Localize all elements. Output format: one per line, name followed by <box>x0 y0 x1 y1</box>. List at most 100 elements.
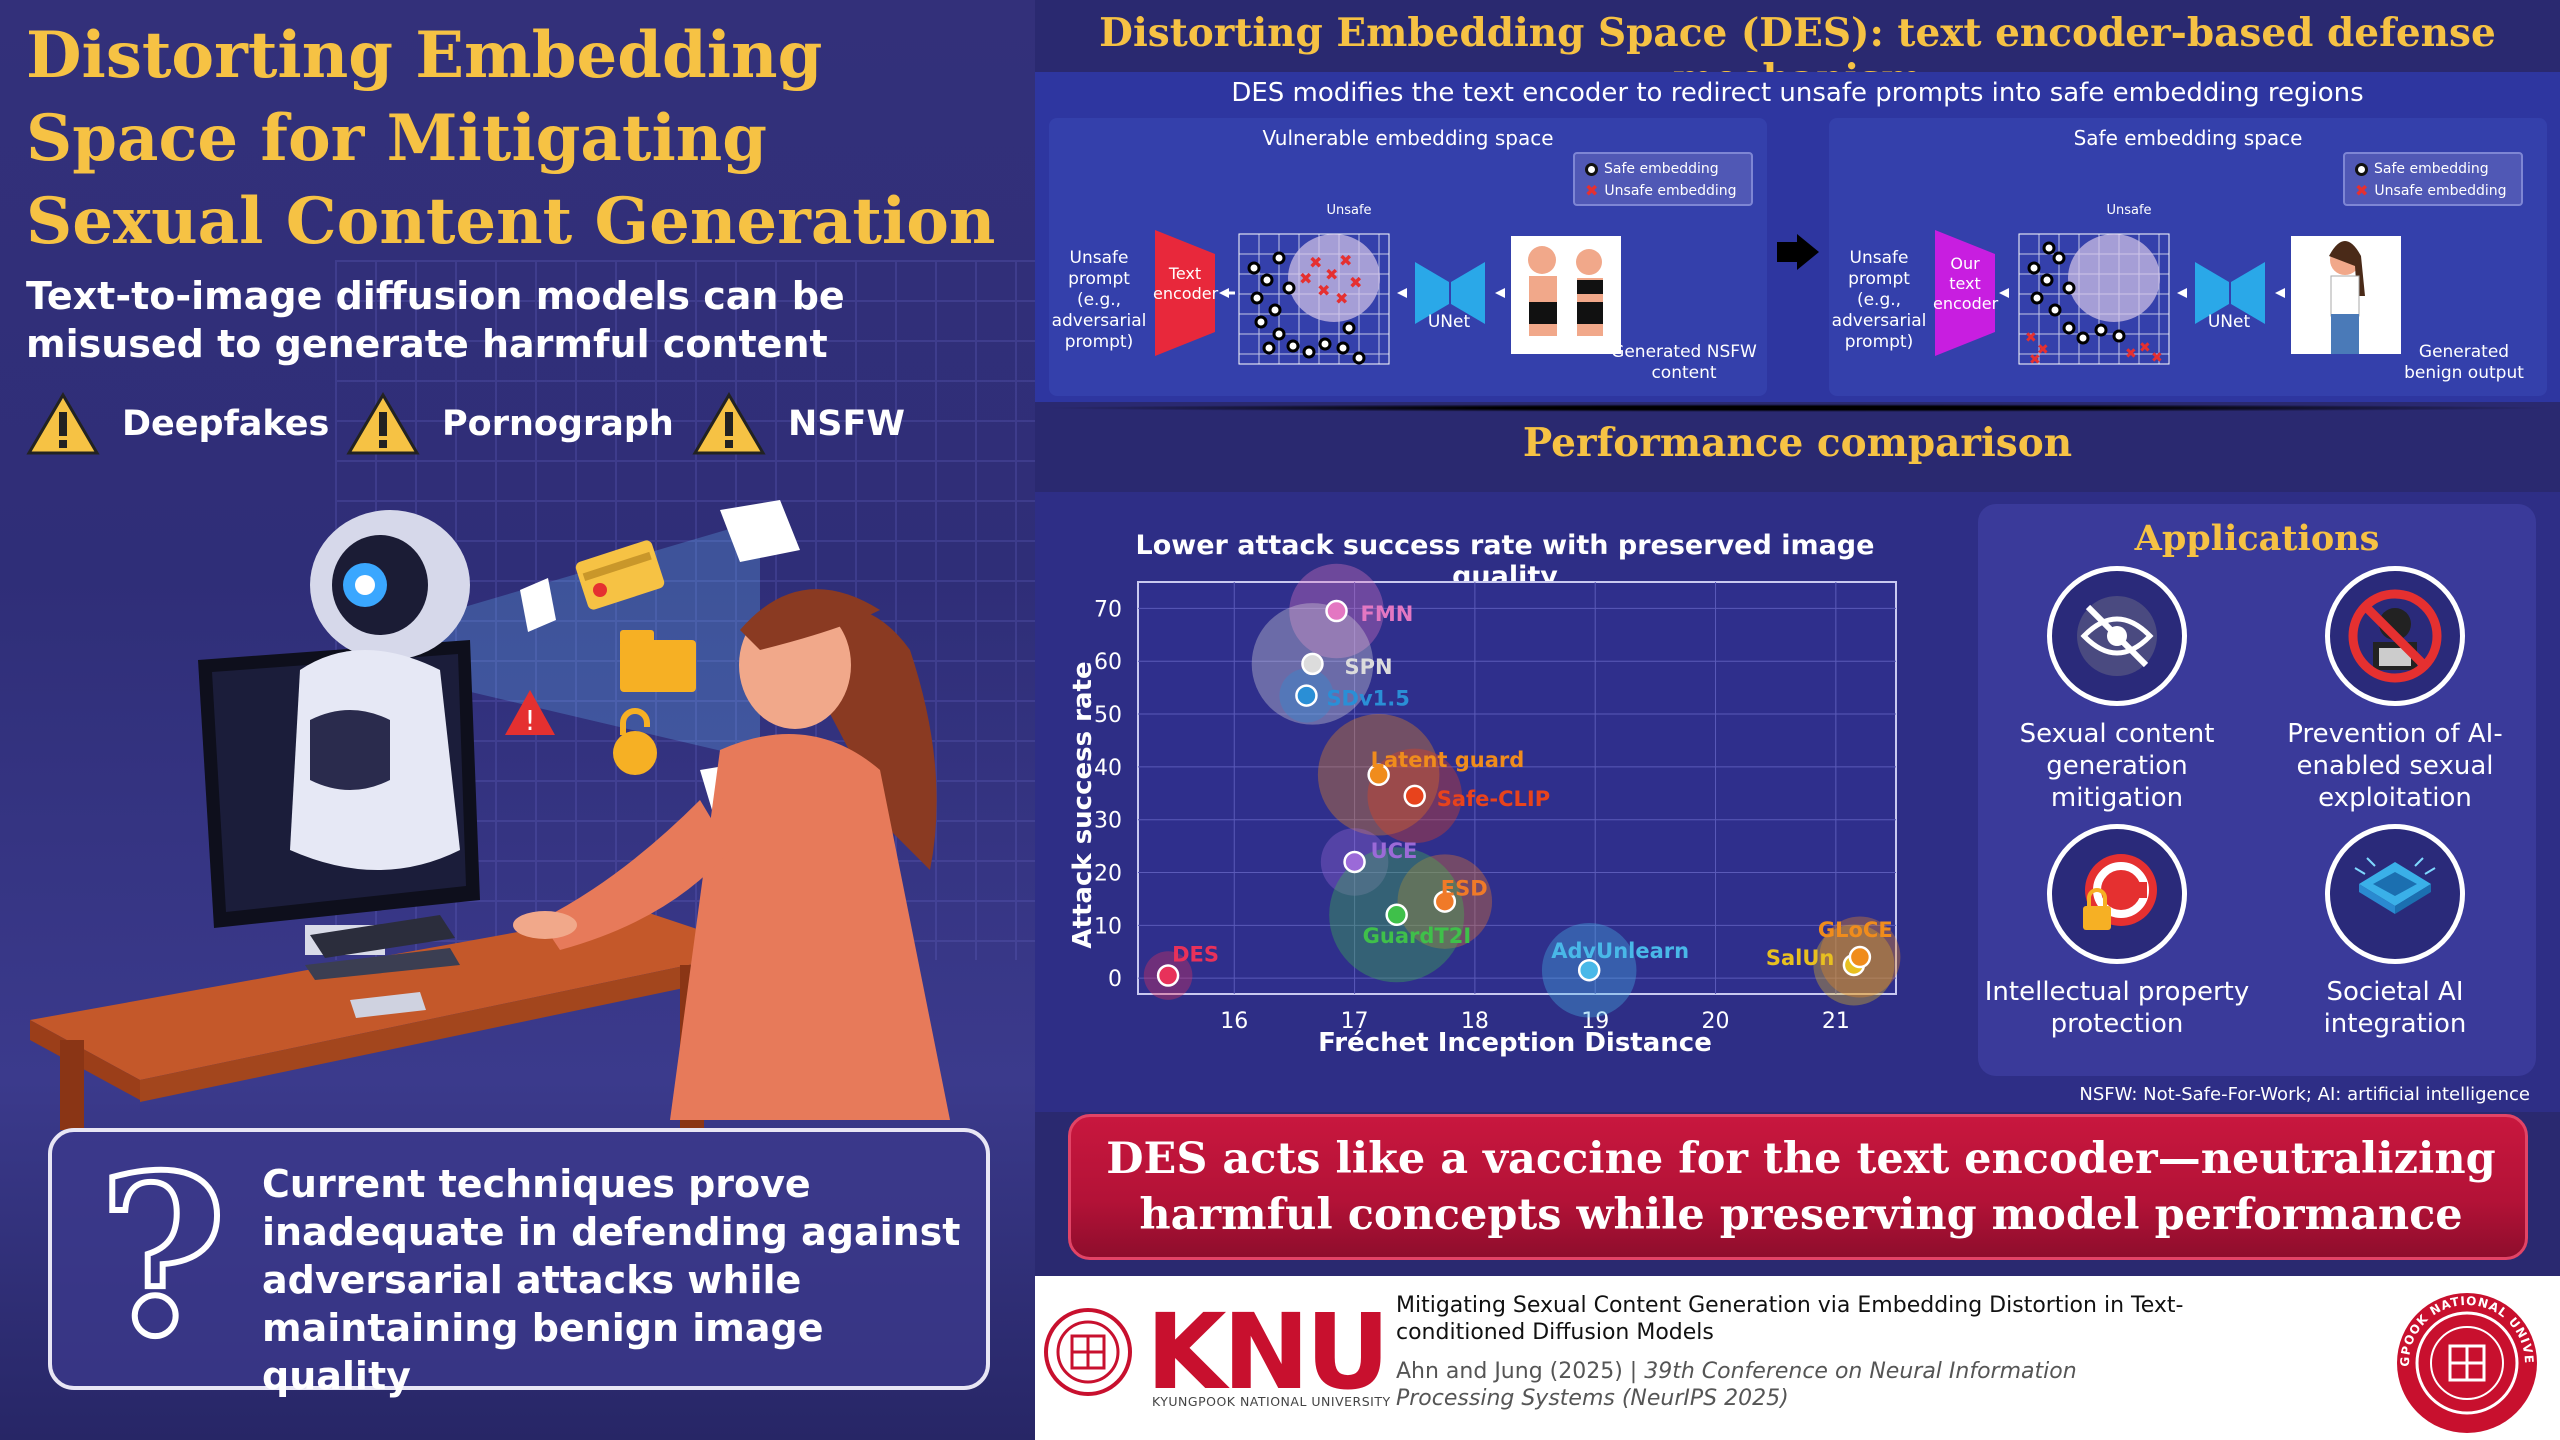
x-tick-label: 19 <box>1581 1009 1609 1034</box>
knu-emblem-icon <box>1044 1308 1132 1396</box>
unet-left <box>2195 262 2229 324</box>
legend-safe: Safe embedding <box>1585 158 1741 180</box>
application-item: Intellectual property protection <box>1982 824 2252 1040</box>
embedding-grid: ✖✖✖ ✖ ✖✖ <box>2018 233 2170 368</box>
paper-title: Mitigating Sexual Content Generation via… <box>1396 1293 2184 1345</box>
safe-space-title: Safe embedding space <box>2073 126 2303 150</box>
y-axis-label: Attack success rate <box>1068 661 1098 949</box>
x-tick-label: 21 <box>1822 1009 1850 1034</box>
application-label: Intellectual property protection <box>1984 977 2250 1039</box>
our-text-encoder-block <box>1935 230 1995 356</box>
safe-space-panel: Safe embedding space Safe embedding ✖ Uns… <box>1829 118 2547 396</box>
safe-pipeline: ✖✖✖ ✖ ✖✖ <box>1935 230 2401 368</box>
legend-unsafe: ✖ Unsafe embedding <box>2355 181 2507 200</box>
vulnerable-pipeline: ✖✖✖✖ ✖✖✖ <box>1155 230 1621 365</box>
vulnerable-space-title: Vulnerable embedding space <box>1262 126 1554 150</box>
svg-text:✖: ✖ <box>1299 269 1312 288</box>
x-tick-label: 17 <box>1341 1009 1369 1034</box>
circle-icon <box>2355 162 2368 176</box>
folder-icon <box>620 630 696 692</box>
applications-panel: Applications Sexual content generation m… <box>1978 504 2536 1076</box>
embedding-grid: ✖✖✖✖ ✖✖✖ <box>1238 233 1390 365</box>
alert-icon: ! <box>505 690 555 737</box>
copyright-lock-icon <box>2047 824 2187 964</box>
svg-text:✖: ✖ <box>1339 251 1352 270</box>
point-label: DES <box>1172 943 1219 967</box>
mechanism-subtitle: DES modifies the text encoder to redirec… <box>1231 78 2364 108</box>
point-fmn <box>1325 599 1348 623</box>
y-tick-label: 30 <box>1094 809 1122 834</box>
warning-icon <box>26 392 100 455</box>
point-label: AdvUnlearn <box>1551 939 1689 963</box>
vulnerable-space-panel: Vulnerable embedding space Safe embeddin… <box>1049 118 1767 396</box>
application-item: Societal AI integration <box>2260 824 2530 1040</box>
callout-text: Current techniques prove inadequate in d… <box>262 1162 961 1398</box>
robot-figure <box>290 510 470 870</box>
svg-text:✖: ✖ <box>2029 352 2041 368</box>
y-tick-label: 50 <box>1094 703 1122 728</box>
point-sdv1-5 <box>1295 684 1318 707</box>
applications-title: Applications <box>2134 518 2380 559</box>
x-tick-label: 18 <box>1461 1009 1489 1034</box>
warning-label: Pornograph <box>442 404 674 444</box>
point-safe-clip <box>1403 784 1426 808</box>
knu-logo-wordmark: KNU <box>1146 1291 1390 1413</box>
svg-text:✖: ✖ <box>2151 350 2163 366</box>
point-label: SPN <box>1344 655 1392 679</box>
point-gloce <box>1848 945 1872 969</box>
y-tick-label: 40 <box>1094 756 1122 781</box>
warning-deepfakes: Deepfakes <box>26 392 329 456</box>
point-spn <box>1301 652 1324 676</box>
unsafe-prompt-label: Unsafe prompt (e.g., adversarial prompt) <box>1051 248 1147 352</box>
warning-icon <box>346 392 420 455</box>
no-hacker-icon <box>2325 566 2465 706</box>
unet-right <box>2231 262 2265 324</box>
warning-pornograph: Pornograph <box>346 392 674 456</box>
point-label: GuardT2I <box>1363 924 1472 948</box>
cross-icon: ✖ <box>2355 181 2369 200</box>
y-tick-label: 20 <box>1094 862 1122 887</box>
warning-icon <box>692 392 766 455</box>
text-encoder-block <box>1155 230 1215 356</box>
section-divider <box>1035 404 2560 412</box>
point-label: SDv1.5 <box>1326 687 1409 711</box>
svg-text:✖: ✖ <box>1325 265 1338 284</box>
point-label: Latent guard <box>1371 748 1525 772</box>
main-title: Distorting Embedding Space for Mitigatin… <box>26 18 996 259</box>
svg-text:✖: ✖ <box>2139 340 2151 356</box>
x-tick-label: 16 <box>1220 1009 1248 1034</box>
paper-venue: 39th Conference on Neural Information Pr… <box>1396 1359 2077 1411</box>
nsfw-output-label: Generated NSFW content <box>1611 342 1757 383</box>
benign-output-label: Generated benign output <box>2404 342 2524 383</box>
svg-text:✖: ✖ <box>1317 281 1330 300</box>
y-tick-label: 10 <box>1094 914 1122 939</box>
abbreviations-footnote: NSFW: Not-Safe-For-Work; AI: artificial … <box>2079 1084 2530 1105</box>
application-label: Prevention of AI-enabled sexual exploita… <box>2287 719 2503 813</box>
point-label: FMN <box>1361 602 1414 626</box>
application-item: Sexual content generation mitigation <box>1982 566 2252 814</box>
warning-label: Deepfakes <box>122 404 330 444</box>
credit-card-icon <box>575 540 665 610</box>
svg-text:✖: ✖ <box>2037 342 2049 358</box>
knu-logo-subtitle: KYUNGPOOK NATIONAL UNIVERSITY <box>1152 1394 1391 1409</box>
paper-authors: Ahn and Jung (2025) | <box>1396 1359 1645 1384</box>
y-tick-label: 0 <box>1108 967 1122 992</box>
circle-icon <box>1585 162 1598 176</box>
footer <box>1035 1276 2560 1440</box>
asr-vs-fid-chart: Lower attack success rate with preserved… <box>1035 520 1975 1080</box>
left-panel: Distorting Embedding Space for Mitigatin… <box>0 0 1035 1440</box>
point-uce <box>1343 850 1366 874</box>
woman-figure <box>513 589 950 1120</box>
svg-text:!: ! <box>524 704 535 737</box>
unet-label: UNet <box>1427 312 1471 332</box>
application-label: Societal AI integration <box>2323 977 2467 1039</box>
point-esd <box>1433 890 1457 913</box>
text-encoder-label: Text encoder <box>1153 264 1219 303</box>
point-guardt2i <box>1385 903 1408 927</box>
performance-title: Performance comparison <box>1522 420 2073 466</box>
application-item: Prevention of AI-enabled sexual exploita… <box>2260 566 2530 814</box>
point-label: Safe-CLIP <box>1437 787 1550 811</box>
svg-text:✖: ✖ <box>2125 346 2137 362</box>
legend-safe: Safe embedding <box>2355 158 2511 180</box>
point-des <box>1156 964 1180 987</box>
